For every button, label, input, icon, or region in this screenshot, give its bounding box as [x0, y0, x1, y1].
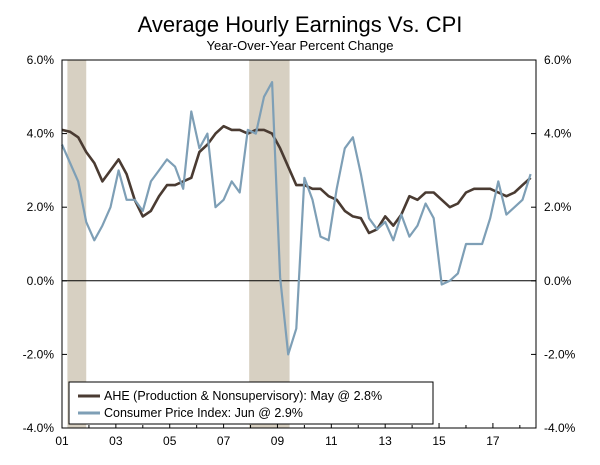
x-tick-label-4: 09 — [271, 434, 285, 448]
y-tick-label-left-3: 2.0% — [27, 200, 55, 214]
y-tick-label-right-5: 6.0% — [544, 53, 572, 67]
x-tick-label-1: 03 — [109, 434, 123, 448]
y-tick-label-right-3: 2.0% — [544, 200, 572, 214]
legend-box — [68, 381, 434, 425]
x-tick-label-3: 07 — [217, 434, 231, 448]
axes: -4.0% -4.0% -2.0% -2.0% 0.0% 0.0% 2.0% 2.0% 4.0%… — [23, 53, 576, 448]
y-tick-label-right-4: 4.0% — [544, 127, 572, 141]
series-line-1 — [60, 81, 532, 356]
y-tick-label-left-0: -4.0% — [23, 421, 55, 435]
recession-band-1 — [249, 60, 290, 428]
legend-label-ahe: AHE (Production & Nonsupervisory): May @… — [104, 389, 382, 403]
y-tick-label-left-1: -2.0% — [23, 347, 55, 361]
plot-frame — [61, 59, 537, 429]
x-tick-label-6: 13 — [379, 434, 393, 448]
x-tick-label-7: 15 — [432, 434, 446, 448]
series-line-0 — [61, 124, 532, 235]
x-tick-label-8: 17 — [486, 434, 500, 448]
legend: AHE (Production & Nonsupervisory): May @… — [68, 381, 434, 425]
series-lines — [60, 81, 532, 356]
x-tick-label-2: 05 — [163, 434, 177, 448]
y-tick-label-left-2: 0.0% — [27, 274, 55, 288]
recession-band-0 — [67, 60, 87, 428]
y-tick-label-right-1: -2.0% — [544, 347, 576, 361]
recession-shading — [67, 60, 290, 428]
y-tick-label-right-2: 0.0% — [544, 274, 572, 288]
chart-title: Average Hourly Earnings Vs. CPI — [138, 12, 463, 37]
chart-subtitle: Year-Over-Year Percent Change — [207, 38, 394, 53]
y-tick-label-right-0: -4.0% — [544, 421, 576, 435]
y-tick-label-left-4: 4.0% — [27, 127, 55, 141]
x-tick-label-5: 11 — [325, 434, 338, 448]
legend-label-cpi: Consumer Price Index: Jun @ 2.9% — [104, 406, 303, 420]
x-tick-label-0: 01 — [55, 434, 69, 448]
y-tick-label-left-5: 6.0% — [27, 53, 55, 67]
